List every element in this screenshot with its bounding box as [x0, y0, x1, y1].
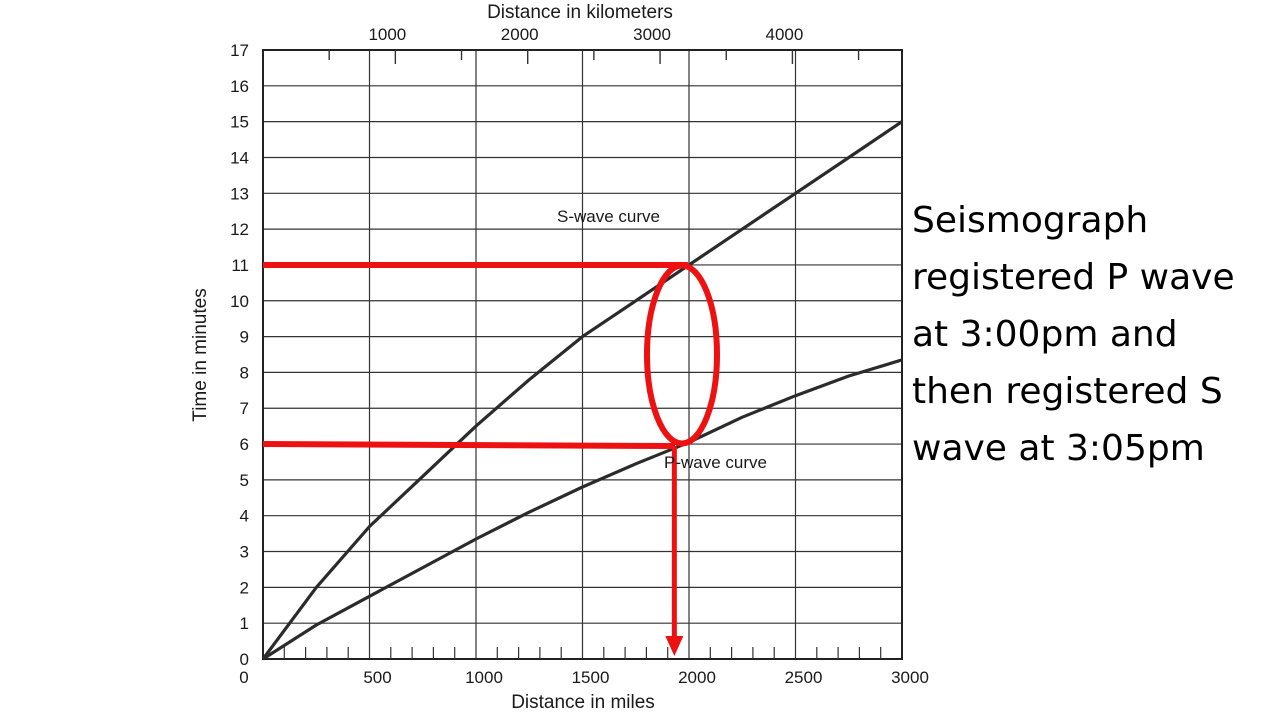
plot-frame: [262, 49, 903, 660]
y-tick-label: 13: [230, 184, 249, 203]
km-tick-label: 3000: [633, 25, 671, 44]
grid: [262, 49, 903, 660]
explanation-text: Seismograph registered P wave at 3:00pm …: [912, 192, 1272, 477]
x-tick-label: 500: [363, 668, 391, 687]
x-top-axis-title: Distance in kilometers: [487, 2, 673, 23]
y-tick-label: 9: [240, 328, 249, 347]
x-tick-label: 1500: [572, 668, 610, 687]
y-tick-label: 4: [240, 507, 249, 526]
distance-arrow-head: [665, 636, 684, 656]
y-tick-label: 7: [240, 399, 249, 418]
note-line-3: at 3:00pm and: [912, 314, 1178, 355]
x-tick-label: 3000: [891, 668, 929, 687]
y-tick-label: 5: [240, 471, 249, 490]
s-wave-curve-label: S-wave curve: [557, 207, 660, 226]
y-tick-label: 16: [230, 77, 249, 96]
y-tick-label: 1: [240, 614, 249, 633]
note-line-1: Seismograph: [912, 200, 1149, 241]
note-line-2: registered P wave: [912, 257, 1235, 298]
p-wave-curve-label: P-wave curve: [664, 453, 767, 472]
y-tick-label: 8: [240, 363, 249, 382]
y-tick-label: 0: [240, 650, 249, 669]
y-tick-label: 12: [230, 220, 249, 239]
x-tick-label: 1000: [465, 668, 503, 687]
tick-marks: [283, 50, 882, 659]
x-axis-title: Distance in miles: [511, 692, 655, 713]
y-tick-label: 17: [230, 41, 249, 60]
curves: [261, 120, 903, 661]
y-tick-label: 15: [230, 113, 249, 132]
x-origin-label: 0: [239, 668, 248, 687]
y-tick-label: 14: [230, 148, 249, 167]
p-wave-curve: [262, 358, 903, 661]
y-tick-label: 6: [240, 435, 249, 454]
x-tick-label: 2000: [678, 668, 716, 687]
difference-ellipse: [644, 262, 720, 447]
note-line-4: then registered S: [912, 371, 1223, 412]
y-tick-label: 11: [231, 256, 249, 275]
y-axis-title: Time in minutes: [190, 288, 211, 421]
y-tick-label: 2: [240, 578, 249, 597]
red-annotations: [262, 261, 720, 656]
note-line-5: wave at 3:05pm: [912, 428, 1205, 469]
y-tick-label: 3: [240, 543, 249, 562]
km-tick-label: 1000: [368, 25, 406, 44]
y-tick-label: 10: [230, 292, 249, 311]
x-tick-label: 2500: [785, 668, 823, 687]
p-wave-time-line: [262, 441, 676, 450]
km-tick-label: 4000: [765, 25, 803, 44]
km-tick-label: 2000: [501, 25, 539, 44]
s-wave-curve: [261, 120, 903, 660]
